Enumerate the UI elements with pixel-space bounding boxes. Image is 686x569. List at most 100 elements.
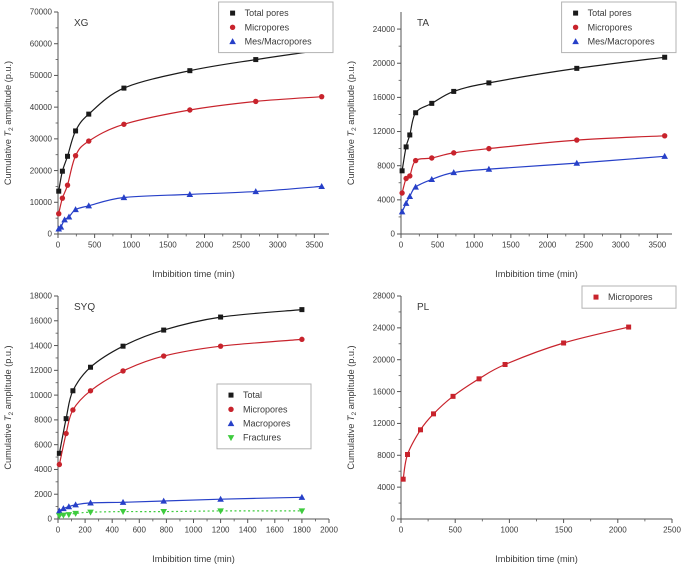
x-tick-label: 200 — [78, 526, 92, 535]
series-markers-micropores — [56, 336, 305, 468]
marker-circle — [451, 150, 457, 156]
y-tick-label: 8000 — [34, 416, 52, 425]
y-tick-label: 8000 — [377, 451, 395, 460]
marker-square — [662, 54, 668, 60]
y-tick-label: 12000 — [30, 366, 53, 375]
marker-square — [418, 427, 424, 433]
y-axis-ticks: 0 4000 8000 12000 16000 20000 24000 — [373, 25, 401, 239]
x-tick-label: 1000 — [122, 241, 140, 250]
x-axis-ticks: 0 500 1000 1500 2000 2500 — [399, 519, 681, 535]
marker-square — [593, 294, 599, 300]
x-axis-ticks: 0 500 1000 1500 2000 2500 3000 3500 — [399, 234, 667, 250]
x-tick-label: 3000 — [269, 241, 287, 250]
marker-square — [431, 411, 437, 417]
series-markers-total — [56, 307, 305, 456]
marker-square — [573, 10, 579, 16]
x-axis-label: Imbibition time (min) — [152, 554, 235, 564]
legend-item-label: Micropores — [608, 292, 653, 302]
marker-triangle-up — [120, 194, 128, 201]
series-markers-fractures — [56, 508, 306, 520]
legend-box — [561, 1, 677, 54]
marker-circle — [120, 368, 126, 374]
y-tick-label: 70000 — [30, 8, 53, 17]
axis-lines — [400, 296, 672, 520]
marker-circle — [121, 121, 127, 127]
series-markers-micropores — [56, 93, 325, 217]
legend-item-label: Macropores — [243, 419, 291, 429]
marker-square — [403, 144, 409, 150]
x-tick-label: 2000 — [196, 241, 214, 250]
legend-item-label: Total pores — [588, 8, 633, 18]
chart-title: XG — [74, 18, 89, 29]
x-tick-label: 2500 — [663, 526, 681, 535]
marker-triangle-down — [298, 508, 306, 515]
x-tick-label: 1500 — [502, 241, 520, 250]
x-axis-label: Imbibition time (min) — [495, 269, 578, 279]
marker-square — [121, 85, 127, 91]
y-tick-label: 6000 — [34, 440, 52, 449]
legend-item-label: Total — [243, 390, 262, 400]
y-tick-label: 16000 — [373, 93, 396, 102]
marker-triangle-up — [406, 193, 414, 200]
marker-circle — [228, 406, 234, 412]
marker-square — [413, 110, 419, 116]
x-tick-label: 0 — [399, 526, 404, 535]
series-line-fractures — [59, 510, 302, 517]
x-tick-label: 500 — [88, 241, 102, 250]
marker-circle — [399, 190, 405, 196]
series-line-micropores — [401, 135, 665, 194]
marker-square — [486, 80, 492, 86]
x-tick-label: 2500 — [232, 241, 250, 250]
marker-triangle-up — [398, 208, 406, 215]
marker-circle — [412, 157, 419, 164]
x-tick-label: 3000 — [612, 241, 630, 250]
marker-square — [429, 100, 435, 106]
series-line-mes-macropores — [58, 185, 322, 230]
marker-triangle-up — [186, 190, 194, 197]
x-tick-label: 1500 — [555, 526, 573, 535]
legend-item-label: Mes/Macropores — [588, 37, 656, 47]
marker-square — [574, 65, 580, 71]
y-tick-label: 28000 — [373, 292, 396, 301]
legend-item-label: Mes/Macropores — [245, 37, 313, 47]
marker-triangle-up — [572, 38, 579, 45]
x-tick-label: 1800 — [293, 526, 311, 535]
chart-svg-xg: 0 500 1000 1500 2000 2500 3000 3500 0 10000 20000 3… — [3, 1, 334, 279]
chart-pl: 0 500 1000 1500 2000 2500 0 4000 8000 12000 16000 2… — [343, 284, 686, 569]
chart-title: TA — [417, 18, 429, 29]
marker-triangle-up — [227, 420, 235, 427]
y-tick-label: 10000 — [30, 391, 53, 400]
marker-triangle-down — [119, 508, 127, 515]
x-axis-ticks: 0 200 400 600 800 1000 1200 1400 1600 1800 2000 — [56, 519, 338, 535]
legend-item-label: Micropores — [243, 404, 288, 414]
marker-triangle-up — [160, 497, 167, 504]
x-tick-label: 500 — [449, 526, 463, 535]
marker-square — [120, 343, 126, 349]
y-tick-label: 30000 — [30, 135, 53, 144]
marker-triangle-up — [65, 213, 73, 220]
marker-circle — [70, 407, 76, 413]
x-tick-label: 500 — [431, 241, 445, 250]
legend-box — [218, 1, 334, 54]
x-tick-label: 2500 — [575, 241, 593, 250]
x-tick-label: 1200 — [212, 526, 230, 535]
marker-triangle-up — [573, 159, 581, 166]
x-tick-label: 1400 — [239, 526, 257, 535]
marker-square — [405, 451, 411, 457]
series-markers-mes-macropores — [55, 183, 325, 232]
marker-circle — [429, 155, 435, 161]
marker-triangle-up — [318, 183, 325, 190]
marker-triangle-up — [87, 499, 94, 506]
marker-triangle-up — [412, 183, 419, 190]
marker-square — [73, 128, 79, 134]
marker-circle — [229, 24, 236, 30]
marker-circle — [160, 353, 167, 359]
marker-triangle-down — [217, 508, 224, 515]
marker-triangle-up — [428, 175, 436, 182]
chart-svg-ta: 0 500 1000 1500 2000 2500 3000 3500 0 4000 8000 120… — [346, 1, 677, 279]
x-axis-label: Imbibition time (min) — [495, 554, 578, 564]
marker-square — [218, 314, 224, 320]
y-axis-ticks: 0 4000 8000 12000 16000 20000 24000 28000 — [373, 292, 401, 524]
legend-item-label: Total pores — [245, 8, 290, 18]
